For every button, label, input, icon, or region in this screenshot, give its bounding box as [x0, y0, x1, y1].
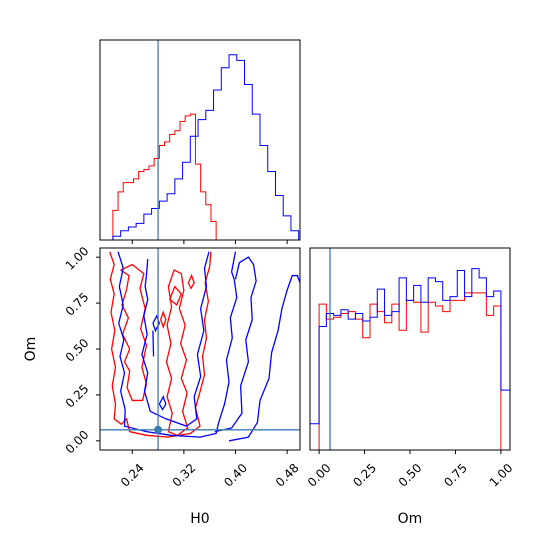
contour_H0_Om-y-axis-label: Om	[23, 337, 39, 362]
contour_H0_Om-plot-area	[100, 248, 300, 450]
hist_H0-frame	[99, 39, 301, 241]
blue-series-contour-4	[152, 330, 155, 357]
red-series-contour-5	[160, 310, 167, 329]
blue-series-histogram-step	[310, 268, 510, 450]
hist_H0-plot-area	[112, 40, 300, 240]
contour_H0_Om-y-tick-label: 0.50	[63, 336, 92, 365]
contour_H0_Om-x-axis-label: H0	[190, 511, 209, 527]
blue-series-contour-3	[228, 274, 300, 442]
red-series-contour-0	[109, 251, 212, 438]
hist_Om-plot-area	[310, 248, 510, 450]
contour_H0_Om-x-tick-label: 0.40	[221, 461, 250, 490]
red-series-contour-1	[120, 263, 148, 402]
hist_Om-x-tick-label: 0.25	[350, 461, 379, 490]
red-series-histogram-step	[318, 292, 502, 450]
red-series-contour-4	[187, 273, 195, 290]
contour_H0_Om-y-tick-label: 0.75	[63, 290, 92, 319]
h0-histogram-panel	[99, 39, 301, 244]
hist_Om-x-tick-label: 0.50	[396, 461, 425, 490]
blue-series-contour-2	[214, 256, 257, 433]
hist_Om-x-tick-label: 0.00	[305, 461, 334, 490]
blue-series-contour-6	[158, 395, 167, 411]
contour_H0_Om-x-tick-label: 0.48	[273, 461, 302, 490]
blue-series-contour-1	[141, 251, 210, 427]
h0-om-contour-panel: 0.24 0.32 0.40 0.48 0.00 0.25 0.50 0.75 1.00 H0 Om	[23, 244, 302, 527]
hist_Om-x-tick-label: 1.00	[487, 461, 516, 490]
hist_Om-x-tick-label: 0.75	[441, 461, 470, 490]
contour_H0_Om-x-tick-label: 0.24	[118, 461, 147, 490]
om-histogram-panel: 0.00 0.25 0.50 0.75 1.00 Om	[305, 247, 516, 527]
blue-series-histogram-step	[112, 54, 300, 240]
red-series-contour-2	[165, 269, 189, 437]
hist_Om-x-axis-label: Om	[398, 511, 423, 527]
blue-series-contour-5	[152, 314, 161, 333]
contour_H0_Om-x-tick-label: 0.32	[170, 461, 199, 490]
truth-marker	[154, 425, 163, 434]
red-series-contour-3	[169, 285, 183, 306]
blue-series-contour-0	[117, 251, 238, 438]
contour_H0_Om-y-tick-label: 0.25	[63, 382, 92, 411]
contour_H0_Om-y-tick-label: 1.00	[63, 244, 92, 273]
contour_H0_Om-y-tick-label: 0.00	[63, 428, 92, 457]
red-series-histogram-step	[112, 113, 217, 240]
